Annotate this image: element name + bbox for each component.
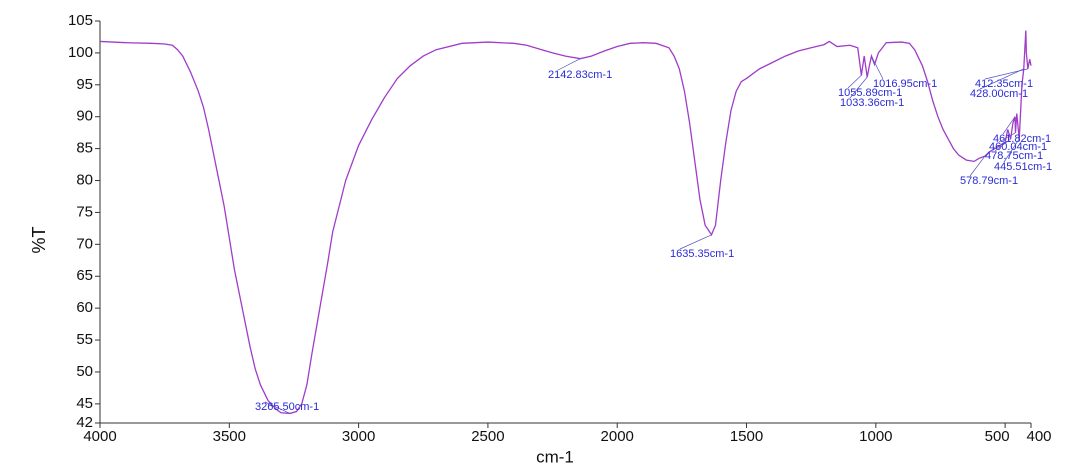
peak-label: 478.75cm-1 [985,150,1043,162]
peak-label: 412.35cm-1 [975,78,1033,90]
y-tick-label: 60 [76,299,93,316]
y-tick-label: 100 [68,44,93,61]
y-tick-label: 55 [76,331,93,348]
peak-label: 3265.50cm-1 [255,401,319,413]
y-tick-label: 70 [76,235,93,252]
annotation-leader [1003,138,1020,163]
spectrum-line [99,30,1032,415]
y-tick-label: 50 [76,363,93,380]
x-tick-label: 1000 [859,428,892,445]
x-tick-label: 400 [1026,428,1051,445]
annotation-leader [969,156,986,177]
x-tick-label: 1500 [730,428,763,445]
peak-label: 460.04cm-1 [989,141,1047,153]
y-axis-label: %T [29,226,49,253]
annotation-leader [679,234,712,250]
y-tick-label: 90 [76,108,93,125]
y-tick-label: 95 [76,76,93,93]
x-tick-label: 2000 [601,428,634,445]
annotation-leader [1002,116,1016,135]
annotation-leader [264,401,291,414]
peak-label: 1055.89cm-1 [838,87,902,99]
annotation-leader [998,132,1016,143]
peak-label: 445.51cm-1 [994,161,1052,173]
peak-label: 2142.83cm-1 [548,69,612,81]
annotation-leader [979,68,1024,90]
annotation-leader [849,76,868,99]
x-axis-label: cm-1 [536,447,574,466]
x-tick-label: 4000 [83,428,116,445]
x-tick-label: 3000 [342,428,375,445]
y-tick-label: 105 [68,12,93,29]
x-tick-label: 3500 [213,428,246,445]
peak-label: 578.79cm-1 [960,175,1018,187]
peak-label: 428.00cm-1 [970,88,1028,100]
annotation-leader [847,74,862,89]
y-tick-label: 80 [76,171,93,188]
x-tick-label: 2500 [471,428,504,445]
peak-label: 1033.36cm-1 [840,97,904,109]
y-tick-label: 42 [76,414,93,431]
x-tick-label: 500 [985,428,1010,445]
y-tick-label: 45 [76,395,93,412]
annotation-leader [557,58,581,71]
peak-label: 461.82cm-1 [993,133,1051,145]
annotation-leader [871,55,884,80]
y-tick-label: 65 [76,267,93,284]
annotation-leader [994,138,1011,152]
peak-label: 1016.95cm-1 [873,78,937,90]
y-tick-label: 85 [76,140,93,157]
y-tick-label: 75 [76,203,93,220]
peak-label: 1635.35cm-1 [670,248,734,260]
